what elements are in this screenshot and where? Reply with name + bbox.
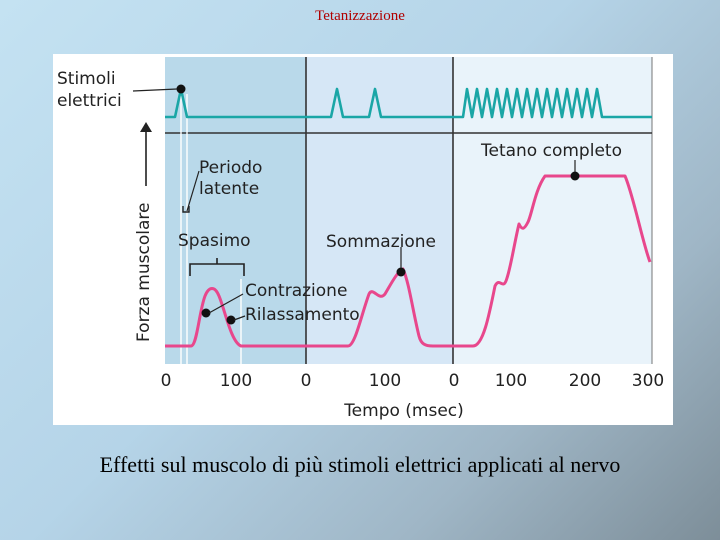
- y-axis-arrow-head: [140, 122, 152, 132]
- y-axis-label: Forza muscolare: [134, 203, 154, 342]
- stimuli-label-line1: Stimoli: [57, 69, 116, 89]
- force-trace: [165, 174, 652, 348]
- tick-label: 100: [495, 371, 527, 391]
- stimulus-trace: [165, 87, 652, 119]
- tick-label: 0: [161, 371, 172, 391]
- relaxation-label: Rilassamento: [245, 305, 360, 325]
- summation-dot: [396, 267, 406, 277]
- tick-label: 300: [632, 371, 664, 391]
- latent-leader-line: [186, 170, 200, 212]
- tick-label: 0: [301, 371, 312, 391]
- tick-label: 200: [569, 371, 601, 391]
- complete-tetanus-label: Tetano completo: [480, 141, 622, 161]
- twitch-label: Spasimo: [178, 231, 251, 251]
- muscle-tetanus-figure: Stimoli elettrici Forza muscolare Period…: [53, 54, 673, 425]
- stimulus-label-leader: [132, 88, 178, 92]
- tick-label: 100: [369, 371, 401, 391]
- complete-tetanus-dot: [570, 171, 580, 181]
- slide-caption: Effetti sul muscolo di più stimoli elett…: [99, 452, 621, 477]
- x-axis-label: Tempo (msec): [343, 401, 464, 421]
- latent-label-line2: latente: [199, 179, 259, 199]
- latent-label-line1: Periodo: [199, 158, 262, 178]
- tick-label: 0: [449, 371, 460, 391]
- figure-canvas: Stimoli elettrici Forza muscolare Period…: [57, 57, 664, 421]
- stimulus-marker-dot: [176, 84, 186, 94]
- panel-tetanus-bg: [453, 57, 652, 364]
- relaxation-dot: [226, 315, 236, 325]
- tick-label: 100: [220, 371, 252, 391]
- contraction-leader: [208, 293, 244, 314]
- latent-bracket: [182, 206, 190, 213]
- contraction-dot: [201, 308, 211, 318]
- contraction-label: Contrazione: [245, 281, 347, 301]
- summation-label: Sommazione: [326, 232, 436, 252]
- slide-title: Tetanizzazione: [315, 8, 405, 24]
- relaxation-leader: [233, 315, 246, 321]
- stimuli-label-line2: elettrici: [57, 91, 122, 111]
